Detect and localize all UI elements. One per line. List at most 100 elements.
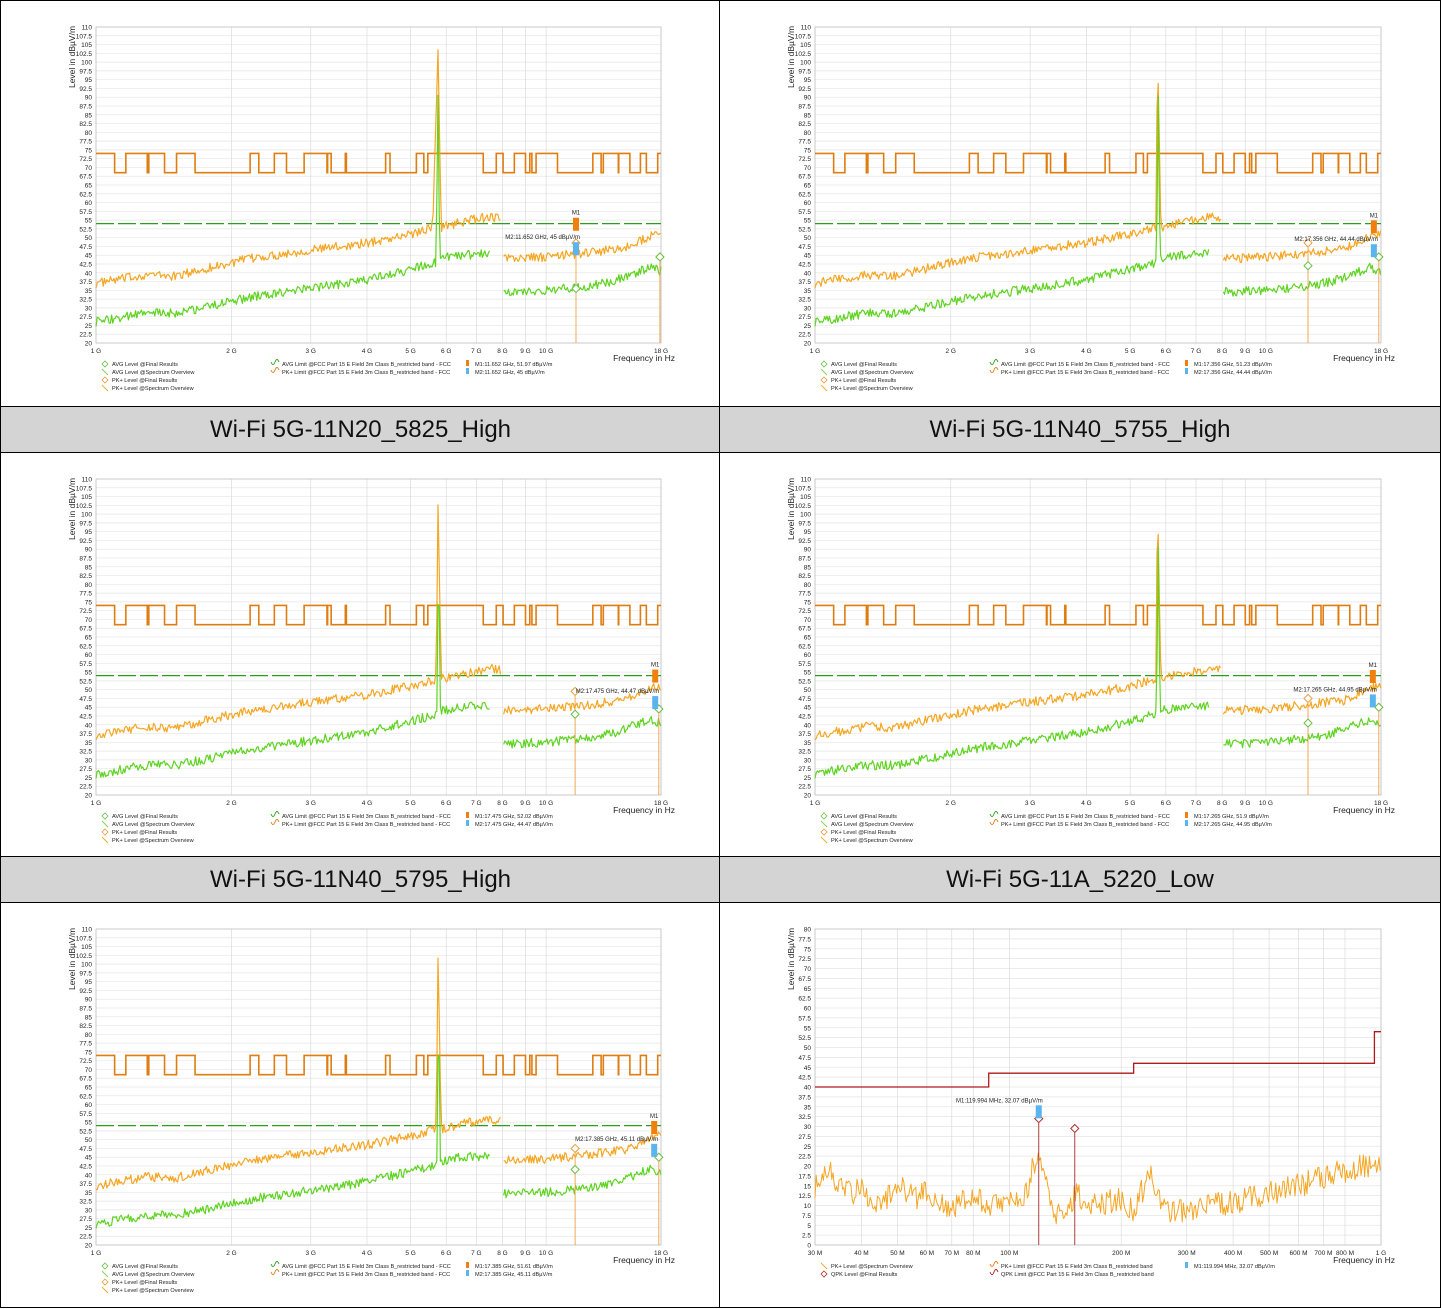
avg-final-diamond <box>570 709 580 719</box>
y-tick-label: 85 <box>804 564 812 571</box>
y-tick-label: 67.5 <box>798 976 811 983</box>
avg-final-diamond <box>571 283 581 294</box>
marker-m1 <box>1369 669 1376 683</box>
legend-item-text: AVG Level @Final Results <box>831 814 897 820</box>
y-tick-label: 70 <box>804 617 812 624</box>
y-tick-label: 70 <box>804 165 812 172</box>
y-tick-label: 55 <box>804 670 812 677</box>
y-tick-label: 62.5 <box>79 191 92 198</box>
series-trace-pk <box>1222 682 1382 716</box>
pk-final-diamond <box>570 1143 580 1154</box>
legend-item-text: PK+ Level @Spectrum Overview <box>831 386 914 392</box>
marker-m1-tag: M1 <box>650 1114 659 1120</box>
y-tick-label: 22.5 <box>798 332 811 339</box>
legend-symbol-limit <box>270 367 280 373</box>
caption-text-4: Wi-Fi 5G-11A_5220_Low <box>946 866 1214 893</box>
legend-symbol-marker <box>1185 368 1188 374</box>
y-tick-label: 60 <box>804 652 812 659</box>
y-tick-label: 107.5 <box>795 485 812 492</box>
y-tick-label: 95 <box>85 77 93 84</box>
y-tick-label: 40 <box>804 270 812 277</box>
y-tick-label: 95 <box>85 529 93 536</box>
x-tick-label: 7 G <box>471 800 481 807</box>
x-tick-label: 300 M <box>1178 1250 1196 1257</box>
y-tick-label: 77.5 <box>798 936 811 943</box>
y-tick-label: 62.5 <box>79 1093 92 1100</box>
marker-m2 <box>572 242 579 256</box>
y-tick-label: 50 <box>85 235 93 242</box>
legend-symbol-limit <box>270 811 280 817</box>
legend-item-text: PK+ Level @Final Results <box>112 378 177 384</box>
y-tick-label: 100 <box>800 512 811 519</box>
legend-item-text: AVG Level @Final Results <box>112 1264 178 1270</box>
y-tick-label: 82.5 <box>798 121 811 128</box>
y-tick-label: 77.5 <box>79 1041 92 1048</box>
y-tick-label: 75 <box>804 599 812 606</box>
legend-item-text: M2:17.385 GHz, 45.11 dBµV/m <box>475 1272 553 1278</box>
y-tick-label: 70 <box>85 617 93 624</box>
y-tick-label: 45 <box>85 1155 93 1162</box>
x-tick-label: 70 M <box>945 1250 959 1257</box>
x-tick-label: 50 M <box>890 1250 904 1257</box>
chart-6: 02.557.51012.51517.52022.52527.53032.535… <box>786 927 1395 1279</box>
y-tick-label: 47.5 <box>798 1055 811 1062</box>
x-axis-label: Frequency in Hz <box>1333 1255 1395 1265</box>
x-tick-label: 600 M <box>1290 1250 1308 1257</box>
y-tick-label: 42.5 <box>798 714 811 721</box>
series-trace-avg <box>1223 717 1381 749</box>
x-tick-label: 200 M <box>1112 1250 1130 1257</box>
y-tick-label: 85 <box>85 1014 93 1021</box>
y-tick-label: 102.5 <box>76 953 93 960</box>
legend-item-text: M2:17.265 GHz, 44.95 dBµV/m <box>1194 822 1272 828</box>
x-tick-label: 500 M <box>1260 1250 1278 1257</box>
y-tick-label: 22.5 <box>79 784 92 791</box>
y-tick-label: 65 <box>804 183 812 190</box>
caption-text-1: Wi-Fi 5G-11N20_5825_High <box>209 416 512 443</box>
y-tick-label: 45 <box>804 705 812 712</box>
x-tick-label: 80 M <box>966 1250 980 1257</box>
y-tick-label: 85 <box>85 564 93 571</box>
legend-symbol-marker <box>466 360 469 366</box>
y-tick-label: 22.5 <box>79 1234 92 1241</box>
y-tick-label: 100 <box>81 962 92 969</box>
y-tick-label: 35 <box>85 288 93 295</box>
y-tick-label: 90 <box>804 95 812 102</box>
y-tick-label: 35 <box>804 740 812 747</box>
legend-symbol-diamond <box>820 1270 828 1278</box>
x-tick-label: 9 G <box>520 800 530 807</box>
y-tick-label: 42.5 <box>798 262 811 269</box>
x-tick-label: 7 G <box>471 348 481 355</box>
plot-area: M1 M2:11.652 GHz, 45 dBµV/m <box>95 49 665 343</box>
legend-symbol-limit <box>989 811 999 817</box>
legend-item-text: PK+ Level @Spectrum Overview <box>112 838 195 844</box>
y-tick-label: 50 <box>804 687 812 694</box>
plot-frame <box>95 928 662 1246</box>
x-tick-label: 400 M <box>1224 1250 1242 1257</box>
y-tick-label: 37.5 <box>798 279 811 286</box>
marker-readout: M2:17.385 GHz, 45.11 dBµV/m <box>575 1137 658 1143</box>
pk-limit-line <box>96 152 661 174</box>
legend-item-text: PK+ Limit @FCC Part 15 E Field 3m Class … <box>282 822 450 828</box>
series-trace-avg <box>95 94 491 327</box>
legend-symbol-diamond <box>820 376 828 384</box>
y-tick-label: 35 <box>85 740 93 747</box>
marker-m1 <box>1370 220 1377 234</box>
y-tick-label: 50 <box>804 1045 812 1052</box>
marker-readout: M2:17.356 GHz, 44.44 dBµV/m <box>1294 237 1378 243</box>
legend: AVG Level @Final Results AVG Level @Spect… <box>101 1261 553 1294</box>
y-tick-label: 27.5 <box>79 314 92 321</box>
avg-final-diamond <box>655 252 665 262</box>
legend-symbol-line <box>101 836 109 844</box>
plot-frame <box>814 26 1382 344</box>
chart-cell-3: 20 22.5 25 27.5 30 32.5 35 37.5 40 42.5 45 47.5 50 52… <box>0 452 721 858</box>
y-tick-label: 67.5 <box>79 174 92 181</box>
x-tick-label: 1 G <box>91 1250 101 1257</box>
x-tick-label: 18 G <box>1374 348 1388 355</box>
x-tick-label: 10 G <box>539 348 553 355</box>
y-tick-label: 102.5 <box>76 503 93 510</box>
legend-item-text: AVG Limit @FCC Part 15 E Field 3m Class … <box>282 362 451 368</box>
legend-symbol-limit <box>989 819 999 825</box>
